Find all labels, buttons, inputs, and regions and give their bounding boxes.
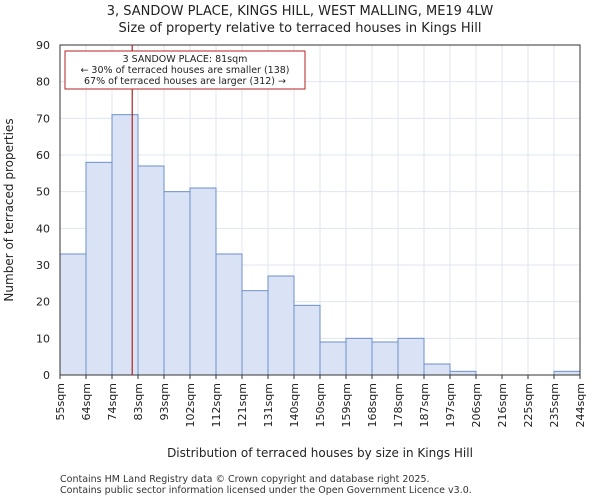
bar-150sqm <box>319 341 347 376</box>
x-tick-121sqm: 121sqm <box>236 383 249 427</box>
x-tick-187sqm: 187sqm <box>418 383 431 427</box>
y-tick-labels: 0 10 20 30 40 50 60 70 80 90 <box>36 39 50 382</box>
x-tick-74sqm: 74sqm <box>106 383 119 420</box>
x-tick-102sqm: 102sqm <box>184 383 197 427</box>
x-tick-140sqm: 140sqm <box>288 383 301 427</box>
x-tick-159sqm: 159sqm <box>340 383 353 427</box>
bar-159sqm <box>345 337 373 376</box>
bar-131sqm <box>267 275 295 376</box>
bar-74sqm <box>111 114 139 376</box>
y-tick-10: 10 <box>36 332 50 345</box>
x-tick-216sqm: 216sqm <box>496 383 509 427</box>
annotation-frame <box>64 50 306 90</box>
y-axis-label: Number of terraced properties <box>2 118 16 301</box>
bar-168sqm <box>371 341 399 376</box>
y-tick-40: 40 <box>36 222 50 235</box>
bar-102sqm <box>189 187 217 376</box>
x-tick-206sqm: 206sqm <box>470 383 483 427</box>
x-axis-label: Distribution of terraced houses by size … <box>167 446 473 460</box>
x-tick-178sqm: 178sqm <box>392 383 405 427</box>
x-tick-197sqm: 197sqm <box>444 383 457 427</box>
bar-112sqm <box>215 253 243 376</box>
x-tick-235sqm: 235sqm <box>548 383 561 427</box>
bar-64sqm <box>85 161 113 376</box>
bar-83sqm <box>137 165 165 376</box>
annotation-box: 3 SANDOW PLACE: 81sqm ← 30% of terraced … <box>64 50 306 90</box>
x-tick-244sqm: 244sqm <box>574 383 587 427</box>
axes <box>59 44 581 379</box>
bar-55sqm <box>59 253 87 376</box>
x-tick-83sqm: 83sqm <box>132 383 145 420</box>
y-tick-20: 20 <box>36 296 50 309</box>
x-tick-55sqm: 55sqm <box>54 383 67 420</box>
bar-178sqm <box>397 337 425 376</box>
x-tick-131sqm: 131sqm <box>262 383 275 427</box>
bar-121sqm <box>241 290 269 376</box>
x-tick-168sqm: 168sqm <box>366 383 379 427</box>
y-tick-30: 30 <box>36 259 50 272</box>
y-tick-50: 50 <box>36 186 50 199</box>
annotation-line-1: 3 SANDOW PLACE: 81sqm <box>123 54 248 65</box>
bar-235sqm <box>553 370 581 376</box>
x-tick-64sqm: 64sqm <box>80 383 93 420</box>
bar-187sqm <box>423 363 451 376</box>
x-tick-labels: 55sqm 64sqm 74sqm 83sqm 93sqm 102sqm 112sqm 121… <box>54 383 587 427</box>
y-tick-80: 80 <box>36 76 50 89</box>
x-tick-93sqm: 93sqm <box>158 383 171 420</box>
chart-title: 3, SANDOW PLACE, KINGS HILL, WEST MALLIN… <box>107 4 494 19</box>
footer-line-2: Contains public sector information licen… <box>60 485 472 496</box>
x-tick-225sqm: 225sqm <box>522 383 535 427</box>
y-tick-0: 0 <box>43 369 50 382</box>
footer-line-1: Contains HM Land Registry data © Crown c… <box>60 474 430 485</box>
bar-197sqm <box>449 370 477 376</box>
y-tick-70: 70 <box>36 112 50 125</box>
annotation-line-3: 67% of terraced houses are larger (312) … <box>84 76 286 87</box>
x-tick-150sqm: 150sqm <box>314 383 327 427</box>
y-tick-90: 90 <box>36 39 50 52</box>
annotation-line-2: ← 30% of terraced houses are smaller (13… <box>80 65 289 76</box>
x-tick-112sqm: 112sqm <box>210 383 223 427</box>
bar-93sqm <box>163 191 191 376</box>
y-tick-60: 60 <box>36 149 50 162</box>
bars <box>59 114 581 376</box>
bar-140sqm <box>293 304 321 376</box>
chart-subtitle: Size of property relative to terraced ho… <box>119 21 482 36</box>
